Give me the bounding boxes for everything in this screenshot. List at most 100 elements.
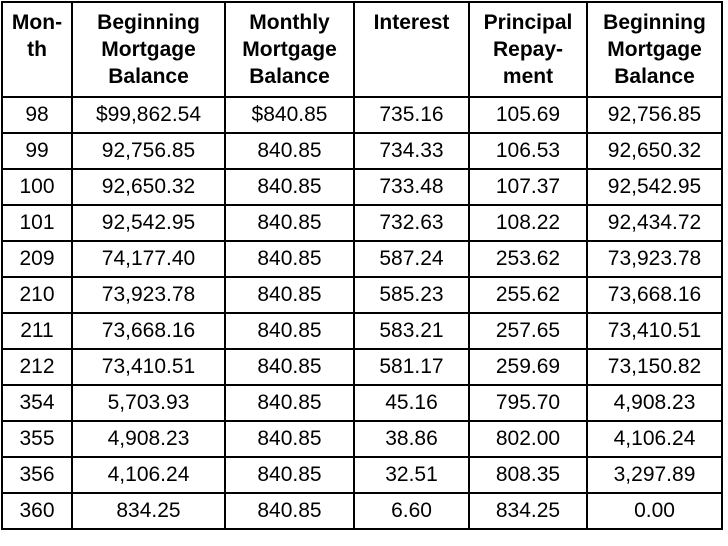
cell-ending-balance: 3,297.89 xyxy=(586,456,723,494)
cell-interest: 583.21 xyxy=(353,312,470,350)
table-row: 101 92,542.95 840.85 732.63 108.22 92,434.72 xyxy=(1,204,723,242)
cell-ending-balance: 73,150.82 xyxy=(586,348,723,386)
cell-interest: 38.86 xyxy=(353,420,470,458)
mortgage-amortization-table: Mon- th Beginning Mortgage Balance Month… xyxy=(1,1,723,530)
cell-beginning-balance: 92,542.95 xyxy=(71,204,226,242)
table-row: 209 74,177.40 840.85 587.24 253.62 73,923.78 xyxy=(1,240,723,278)
column-header-month: Mon- th xyxy=(1,1,73,98)
cell-principal-repayment: 253.62 xyxy=(468,240,588,278)
cell-beginning-balance: 92,650.32 xyxy=(71,168,226,206)
cell-beginning-balance: 4,106.24 xyxy=(71,456,226,494)
cell-interest: 581.17 xyxy=(353,348,470,386)
table-body: 98 $99,862.54 $840.85 735.16 105.69 92,756.85… xyxy=(1,96,723,530)
cell-beginning-balance: 834.25 xyxy=(71,492,226,530)
cell-month: 360 xyxy=(1,492,73,530)
cell-principal-repayment: 107.37 xyxy=(468,168,588,206)
cell-month: 100 xyxy=(1,168,73,206)
header-label: Interest xyxy=(373,11,450,34)
header-label: Monthly Mortgage Balance xyxy=(242,11,337,88)
cell-principal-repayment: 808.35 xyxy=(468,456,588,494)
cell-monthly-payment: 840.85 xyxy=(224,168,355,206)
header-label: Mon- th xyxy=(11,11,63,61)
cell-month: 355 xyxy=(1,420,73,458)
cell-principal-repayment: 105.69 xyxy=(468,96,588,134)
table-row: 356 4,106.24 840.85 32.51 808.35 3,297.89 xyxy=(1,456,723,494)
cell-monthly-payment: 840.85 xyxy=(224,240,355,278)
cell-month: 356 xyxy=(1,456,73,494)
cell-ending-balance: 92,434.72 xyxy=(586,204,723,242)
cell-ending-balance: 92,542.95 xyxy=(586,168,723,206)
cell-interest: 733.48 xyxy=(353,168,470,206)
column-header-principal-repayment: Principal Repay- ment xyxy=(468,1,588,98)
cell-month: 209 xyxy=(1,240,73,278)
cell-interest: 587.24 xyxy=(353,240,470,278)
cell-principal-repayment: 106.53 xyxy=(468,132,588,170)
cell-monthly-payment: 840.85 xyxy=(224,312,355,350)
cell-monthly-payment: 840.85 xyxy=(224,420,355,458)
cell-monthly-payment: 840.85 xyxy=(224,348,355,386)
cell-interest: 735.16 xyxy=(353,96,470,134)
table-row: 210 73,923.78 840.85 585.23 255.62 73,668.16 xyxy=(1,276,723,314)
cell-monthly-payment: $840.85 xyxy=(224,96,355,134)
column-header-beginning-balance: Beginning Mortgage Balance xyxy=(71,1,226,98)
cell-interest: 32.51 xyxy=(353,456,470,494)
cell-month: 211 xyxy=(1,312,73,350)
cell-monthly-payment: 840.85 xyxy=(224,384,355,422)
cell-beginning-balance: 74,177.40 xyxy=(71,240,226,278)
table-row: 100 92,650.32 840.85 733.48 107.37 92,542.95 xyxy=(1,168,723,206)
table-row: 360 834.25 840.85 6.60 834.25 0.00 xyxy=(1,492,723,530)
header-label: Beginning Mortgage Balance xyxy=(603,11,706,88)
cell-principal-repayment: 257.65 xyxy=(468,312,588,350)
table-row: 99 92,756.85 840.85 734.33 106.53 92,650.32 xyxy=(1,132,723,170)
cell-monthly-payment: 840.85 xyxy=(224,492,355,530)
cell-principal-repayment: 108.22 xyxy=(468,204,588,242)
cell-beginning-balance: 73,923.78 xyxy=(71,276,226,314)
cell-interest: 6.60 xyxy=(353,492,470,530)
cell-ending-balance: 4,908.23 xyxy=(586,384,723,422)
cell-beginning-balance: 4,908.23 xyxy=(71,420,226,458)
cell-month: 99 xyxy=(1,132,73,170)
cell-ending-balance: 73,668.16 xyxy=(586,276,723,314)
cell-ending-balance: 4,106.24 xyxy=(586,420,723,458)
header-label: Principal Repay- ment xyxy=(483,11,573,88)
header-label: Beginning Mortgage Balance xyxy=(97,11,200,88)
cell-principal-repayment: 802.00 xyxy=(468,420,588,458)
cell-monthly-payment: 840.85 xyxy=(224,204,355,242)
cell-ending-balance: 73,923.78 xyxy=(586,240,723,278)
cell-monthly-payment: 840.85 xyxy=(224,456,355,494)
cell-month: 101 xyxy=(1,204,73,242)
cell-interest: 734.33 xyxy=(353,132,470,170)
cell-month: 98 xyxy=(1,96,73,134)
cell-beginning-balance: $99,862.54 xyxy=(71,96,226,134)
cell-interest: 732.63 xyxy=(353,204,470,242)
cell-principal-repayment: 834.25 xyxy=(468,492,588,530)
table-row: 354 5,703.93 840.85 45.16 795.70 4,908.23 xyxy=(1,384,723,422)
cell-month: 210 xyxy=(1,276,73,314)
table-header-row: Mon- th Beginning Mortgage Balance Month… xyxy=(1,1,723,98)
column-header-ending-balance: Beginning Mortgage Balance xyxy=(586,1,723,98)
table-row: 212 73,410.51 840.85 581.17 259.69 73,150.82 xyxy=(1,348,723,386)
cell-principal-repayment: 259.69 xyxy=(468,348,588,386)
table-row: 211 73,668.16 840.85 583.21 257.65 73,410.51 xyxy=(1,312,723,350)
cell-beginning-balance: 92,756.85 xyxy=(71,132,226,170)
cell-ending-balance: 92,756.85 xyxy=(586,96,723,134)
cell-beginning-balance: 5,703.93 xyxy=(71,384,226,422)
cell-principal-repayment: 255.62 xyxy=(468,276,588,314)
cell-interest: 585.23 xyxy=(353,276,470,314)
cell-month: 354 xyxy=(1,384,73,422)
cell-month: 212 xyxy=(1,348,73,386)
cell-ending-balance: 73,410.51 xyxy=(586,312,723,350)
cell-ending-balance: 0.00 xyxy=(586,492,723,530)
cell-monthly-payment: 840.85 xyxy=(224,276,355,314)
table-row: 98 $99,862.54 $840.85 735.16 105.69 92,756.85 xyxy=(1,96,723,134)
cell-ending-balance: 92,650.32 xyxy=(586,132,723,170)
cell-interest: 45.16 xyxy=(353,384,470,422)
table-row: 355 4,908.23 840.85 38.86 802.00 4,106.24 xyxy=(1,420,723,458)
cell-monthly-payment: 840.85 xyxy=(224,132,355,170)
cell-beginning-balance: 73,410.51 xyxy=(71,348,226,386)
column-header-monthly-payment: Monthly Mortgage Balance xyxy=(224,1,355,98)
cell-principal-repayment: 795.70 xyxy=(468,384,588,422)
cell-beginning-balance: 73,668.16 xyxy=(71,312,226,350)
column-header-interest: Interest xyxy=(353,1,470,98)
